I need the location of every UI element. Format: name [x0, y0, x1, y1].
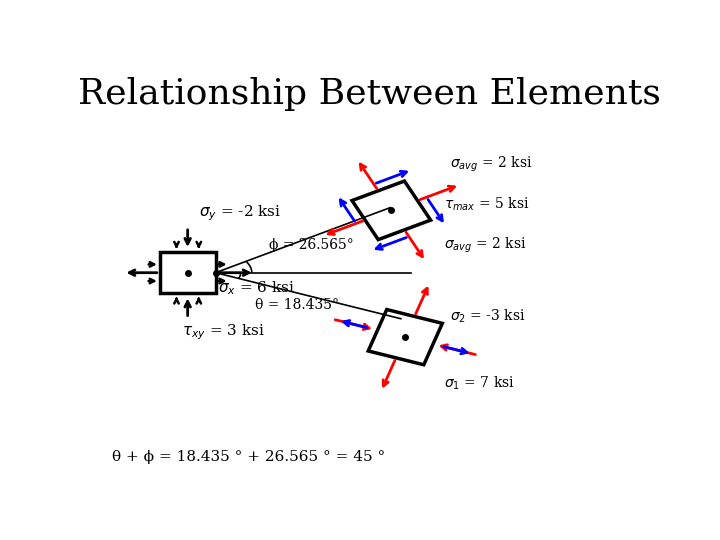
Text: θ = 18.435°: θ = 18.435°: [255, 298, 338, 312]
Text: $\sigma_{y}$ = -2 ksi: $\sigma_{y}$ = -2 ksi: [199, 203, 281, 223]
Text: $\sigma_{1}$ = 7 ksi: $\sigma_{1}$ = 7 ksi: [444, 374, 515, 392]
Text: $\sigma_{2}$ = -3 ksi: $\sigma_{2}$ = -3 ksi: [450, 308, 526, 325]
Text: $\tau_{xy}$ = 3 ksi: $\tau_{xy}$ = 3 ksi: [182, 322, 265, 342]
Text: $\sigma_{x}$ = 6 ksi: $\sigma_{x}$ = 6 ksi: [218, 279, 295, 296]
Text: ϕ = 26.565°: ϕ = 26.565°: [269, 238, 354, 252]
Text: $\sigma_{avg}$ = 2 ksi: $\sigma_{avg}$ = 2 ksi: [450, 155, 532, 174]
Text: θ + ϕ = 18.435 ° + 26.565 ° = 45 °: θ + ϕ = 18.435 ° + 26.565 ° = 45 °: [112, 450, 386, 464]
Text: $\sigma_{avg}$ = 2 ksi: $\sigma_{avg}$ = 2 ksi: [444, 236, 527, 255]
Text: Relationship Between Elements: Relationship Between Elements: [78, 77, 660, 111]
Text: $\tau_{max}$ = 5 ksi: $\tau_{max}$ = 5 ksi: [444, 195, 530, 213]
